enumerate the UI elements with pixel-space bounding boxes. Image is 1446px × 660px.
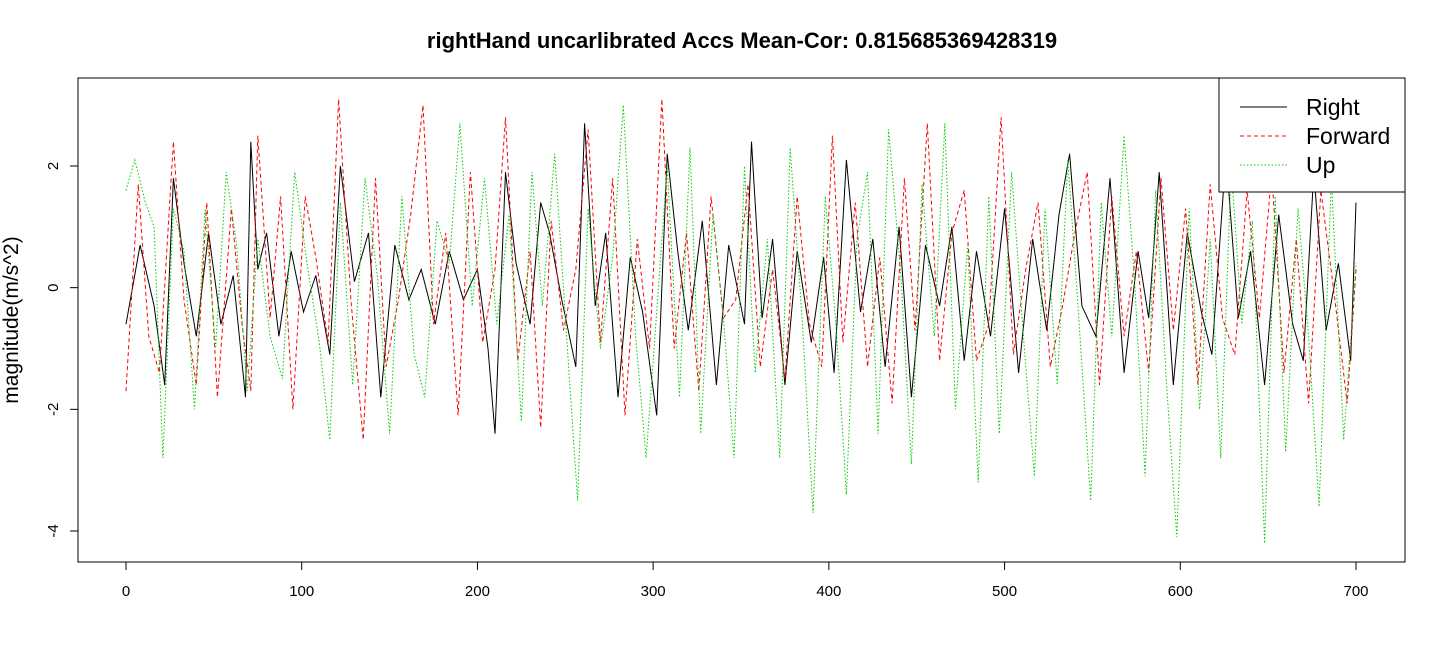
series-line-right — [125, 123, 1357, 434]
y-tick-label: -2 — [45, 403, 62, 416]
series-layer — [125, 99, 1357, 544]
x-tick-label: 100 — [289, 583, 314, 600]
x-tick-label: 300 — [641, 583, 666, 600]
legend-label-forward: Forward — [1306, 123, 1390, 149]
x-tick-label: 500 — [992, 583, 1017, 600]
x-axis: 0 100 200 300 400 500 600 700 — [122, 561, 1369, 600]
x-tick-label: 200 — [465, 583, 490, 600]
chart-title: rightHand uncarlibrated Accs Mean-Cor: 0… — [427, 28, 1057, 53]
series-line-forward — [125, 99, 1357, 440]
x-tick-label: 600 — [1168, 583, 1193, 600]
legend-box — [1218, 77, 1406, 193]
legend: Right Forward Up — [1218, 77, 1406, 193]
x-tick-label: 0 — [122, 583, 130, 600]
y-axis: -4 -2 0 2 — [45, 162, 79, 538]
y-tick-label: 2 — [45, 162, 62, 170]
legend-label-up: Up — [1306, 152, 1335, 178]
y-tick-label: 0 — [45, 283, 62, 291]
legend-label-right: Right — [1306, 94, 1360, 120]
y-tick-label: -4 — [45, 524, 62, 537]
x-tick-label: 400 — [816, 583, 841, 600]
series-line-up — [125, 105, 1357, 544]
y-axis-label: magnitude(m/s^2) — [0, 236, 23, 403]
x-tick-label: 700 — [1343, 583, 1368, 600]
